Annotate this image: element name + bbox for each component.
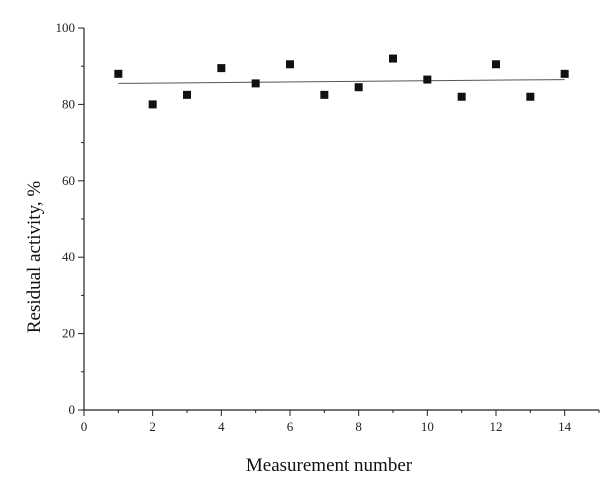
data-point	[183, 90, 191, 99]
x-axis-label: Measurement number	[246, 455, 413, 476]
data-point	[560, 69, 569, 78]
x-tick-label: 6	[287, 419, 294, 434]
x-tick-label: 10	[421, 419, 434, 434]
y-tick-label: 80	[62, 96, 75, 111]
y-tick-label: 20	[62, 326, 75, 341]
axes	[83, 28, 599, 411]
y-tick-label: 0	[69, 402, 76, 417]
data-point	[251, 79, 260, 88]
x-tick-label: 8	[355, 419, 362, 434]
data-point	[389, 54, 397, 63]
data-point	[114, 69, 123, 78]
y-axis-label: Residual activity, %	[24, 181, 45, 333]
data-point	[457, 92, 466, 101]
data-point	[354, 83, 363, 92]
x-tick-label: 12	[490, 419, 503, 434]
x-tick-label: 14	[558, 419, 572, 434]
x-tick-label: 0	[81, 419, 88, 434]
data-point	[320, 90, 329, 99]
trend-line-group	[118, 79, 565, 84]
data-point	[217, 64, 226, 73]
x-tick-label: 2	[149, 419, 156, 434]
y-tick-label: 40	[62, 249, 75, 264]
data-point	[526, 92, 535, 101]
y-tick-label: 100	[56, 20, 76, 35]
ticks: 0 2 4 6 8 10 12 14 0 20 40 60 80 100	[56, 20, 600, 434]
data-point	[286, 60, 294, 69]
data-point	[492, 60, 500, 69]
x-tick-label: 4	[218, 419, 225, 434]
data-point	[423, 75, 432, 84]
y-tick-label: 60	[62, 173, 75, 188]
data-point	[148, 100, 157, 109]
trend-line	[118, 79, 565, 84]
data-points	[114, 54, 569, 109]
